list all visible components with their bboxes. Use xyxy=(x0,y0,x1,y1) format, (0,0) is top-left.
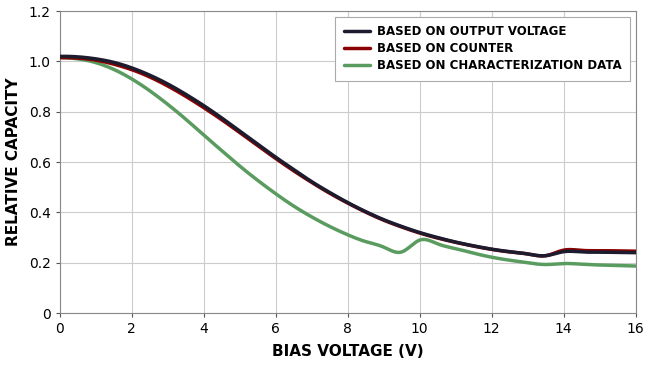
BASED ON COUNTER xyxy=(56,55,64,60)
BASED ON CHARACTERIZATION DATA xyxy=(471,251,479,256)
BASED ON CHARACTERIZATION DATA xyxy=(244,170,252,174)
BASED ON CHARACTERIZATION DATA xyxy=(284,200,292,204)
BASED ON COUNTER xyxy=(284,165,292,169)
BASED ON OUTPUT VOLTAGE xyxy=(632,250,640,255)
BASED ON COUNTER xyxy=(125,66,133,71)
BASED ON OUTPUT VOLTAGE xyxy=(540,254,547,258)
BASED ON COUNTER xyxy=(474,245,482,249)
BASED ON COUNTER xyxy=(244,136,252,141)
BASED ON CHARACTERIZATION DATA xyxy=(474,252,482,257)
BASED ON OUTPUT VOLTAGE xyxy=(59,54,67,58)
Legend: BASED ON OUTPUT VOLTAGE, BASED ON COUNTER, BASED ON CHARACTERIZATION DATA: BASED ON OUTPUT VOLTAGE, BASED ON COUNTE… xyxy=(335,17,630,81)
BASED ON COUNTER xyxy=(632,249,640,253)
BASED ON COUNTER xyxy=(538,254,546,258)
BASED ON COUNTER xyxy=(471,244,479,249)
BASED ON CHARACTERIZATION DATA xyxy=(632,264,640,268)
BASED ON OUTPUT VOLTAGE xyxy=(56,54,64,58)
Y-axis label: RELATIVE CAPACITY: RELATIVE CAPACITY xyxy=(6,78,21,246)
BASED ON OUTPUT VOLTAGE xyxy=(473,244,481,249)
BASED ON CHARACTERIZATION DATA xyxy=(56,55,64,60)
BASED ON OUTPUT VOLTAGE xyxy=(285,164,293,169)
BASED ON COUNTER xyxy=(418,231,426,236)
X-axis label: BIAS VOLTAGE (V): BIAS VOLTAGE (V) xyxy=(272,345,424,360)
BASED ON OUTPUT VOLTAGE xyxy=(476,245,484,249)
BASED ON CHARACTERIZATION DATA xyxy=(125,75,133,80)
BASED ON CHARACTERIZATION DATA xyxy=(418,237,426,242)
BASED ON OUTPUT VOLTAGE xyxy=(420,231,428,236)
Line: BASED ON COUNTER: BASED ON COUNTER xyxy=(60,58,636,256)
Line: BASED ON CHARACTERIZATION DATA: BASED ON CHARACTERIZATION DATA xyxy=(60,58,636,266)
BASED ON OUTPUT VOLTAGE xyxy=(127,65,135,70)
Line: BASED ON OUTPUT VOLTAGE: BASED ON OUTPUT VOLTAGE xyxy=(60,56,636,256)
BASED ON OUTPUT VOLTAGE xyxy=(245,135,253,140)
